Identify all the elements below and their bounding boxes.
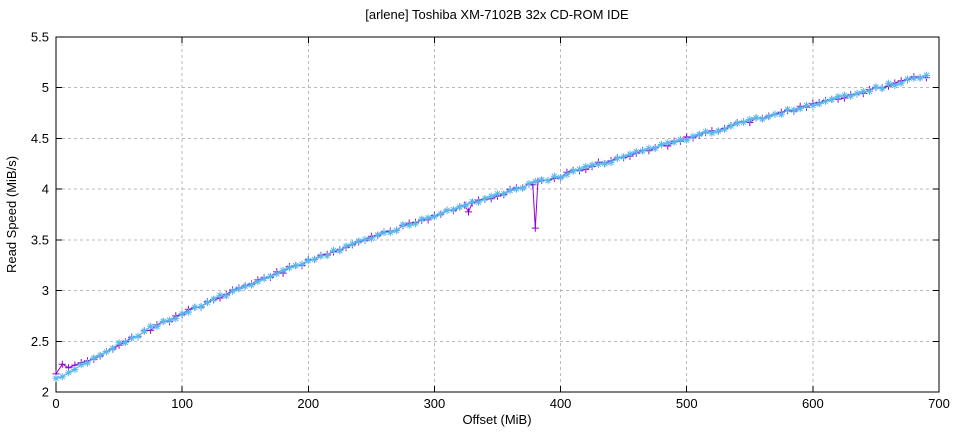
series-2-markers [52, 71, 930, 382]
axis-ticks [55, 36, 940, 393]
y-tick-label: 4 [42, 182, 49, 197]
x-tick-label: 300 [424, 396, 446, 411]
y-tick-label: 5 [42, 80, 49, 95]
chart-title: [arlene] Toshiba XM-7102B 32x CD-ROM IDE [365, 7, 629, 22]
x-tick-label: 700 [928, 396, 950, 411]
tick-labels: 0 100 200 300 400 500 600 700 2 2.5 3 3.5 4 4.5 5 5.5 [31, 30, 950, 412]
x-tick-label: 200 [297, 396, 319, 411]
y-tick-label: 3 [42, 283, 49, 298]
x-axis-label: Offset (MiB) [462, 412, 531, 427]
x-tick-label: 400 [550, 396, 572, 411]
plot-border [55, 36, 940, 393]
series-1-line [55, 76, 927, 375]
y-tick-label: 4.5 [31, 131, 49, 146]
y-tick-label: 2 [42, 385, 49, 400]
series-1-markers [52, 73, 930, 378]
grid [56, 37, 939, 392]
data-series [52, 71, 930, 382]
x-tick-label: 600 [802, 396, 824, 411]
y-tick-label: 3.5 [31, 232, 49, 247]
x-tick-label: 100 [171, 396, 193, 411]
y-tick-label: 5.5 [31, 30, 49, 45]
series-2-line [55, 74, 927, 379]
y-axis-label: Read Speed (MiB/s) [4, 156, 19, 273]
y-tick-label: 2.5 [31, 334, 49, 349]
x-tick-label: 0 [52, 396, 59, 411]
x-tick-label: 500 [676, 396, 698, 411]
